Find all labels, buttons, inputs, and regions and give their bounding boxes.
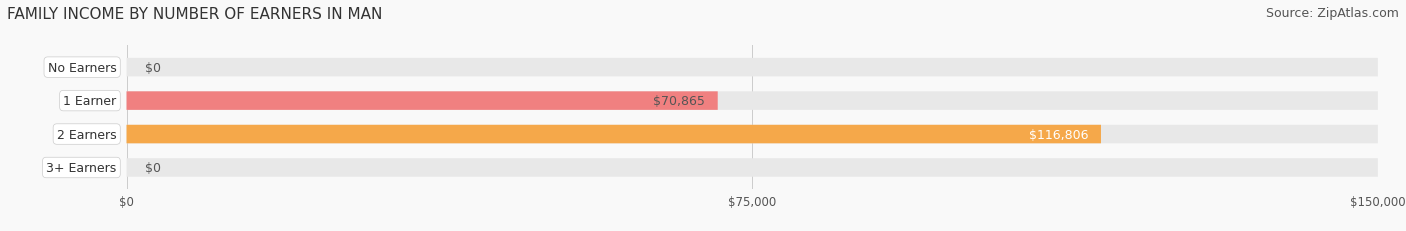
FancyBboxPatch shape: [127, 59, 1378, 77]
Text: Source: ZipAtlas.com: Source: ZipAtlas.com: [1265, 7, 1399, 20]
Text: $0: $0: [145, 161, 162, 174]
Text: 2 Earners: 2 Earners: [56, 128, 117, 141]
Text: No Earners: No Earners: [48, 61, 117, 74]
Text: FAMILY INCOME BY NUMBER OF EARNERS IN MAN: FAMILY INCOME BY NUMBER OF EARNERS IN MA…: [7, 7, 382, 22]
FancyBboxPatch shape: [127, 158, 1378, 177]
FancyBboxPatch shape: [127, 92, 717, 110]
FancyBboxPatch shape: [127, 125, 1101, 144]
Text: 1 Earner: 1 Earner: [63, 95, 117, 108]
FancyBboxPatch shape: [127, 92, 1378, 110]
Text: $70,865: $70,865: [654, 95, 706, 108]
Text: 3+ Earners: 3+ Earners: [46, 161, 117, 174]
Text: $0: $0: [145, 61, 162, 74]
FancyBboxPatch shape: [127, 125, 1378, 144]
Text: $116,806: $116,806: [1029, 128, 1088, 141]
